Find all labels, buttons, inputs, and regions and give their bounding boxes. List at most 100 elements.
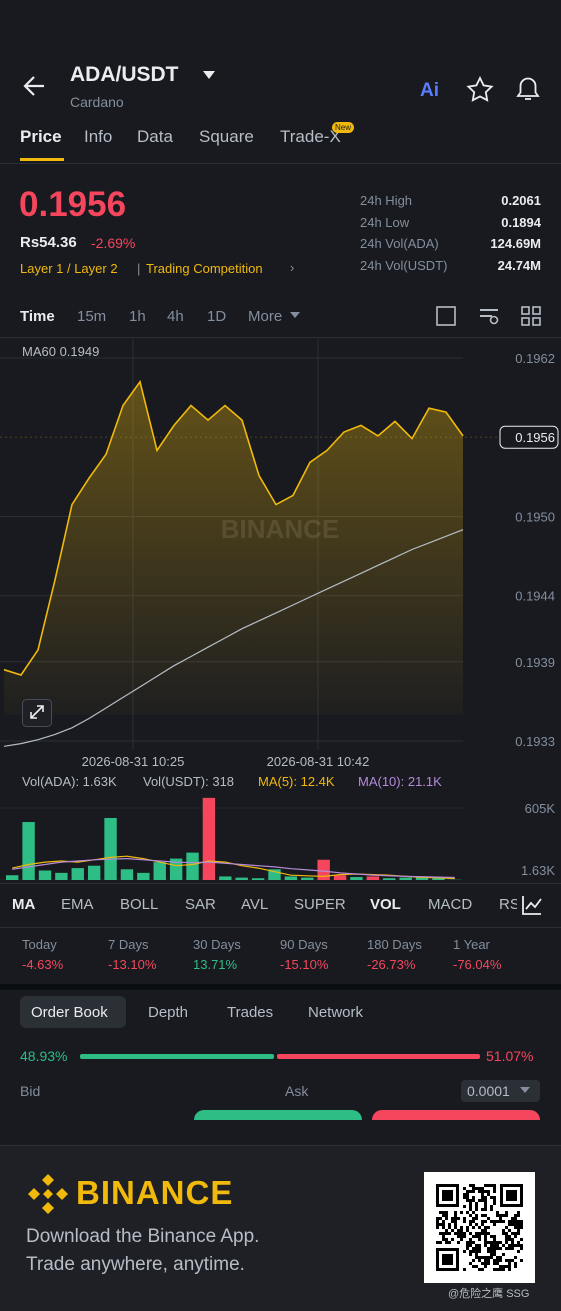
- qr-module: [514, 1244, 517, 1247]
- qr-module: [502, 1244, 505, 1247]
- qr-module: [484, 1199, 487, 1202]
- order-book-tab[interactable]: Network: [308, 1004, 363, 1021]
- period-label: 30 Days: [193, 937, 241, 952]
- favorite-icon[interactable]: [468, 78, 491, 100]
- indicator-tab[interactable]: SUPER: [294, 896, 346, 913]
- qr-module: [517, 1250, 520, 1253]
- qr-module: [454, 1217, 457, 1220]
- qr-module: [442, 1238, 445, 1241]
- qr-module: [481, 1199, 484, 1202]
- qr-module: [475, 1187, 478, 1190]
- buy-button[interactable]: [194, 1110, 362, 1120]
- qr-module: [508, 1244, 511, 1247]
- interval[interactable]: 1D: [207, 308, 226, 325]
- interval[interactable]: More: [248, 308, 282, 325]
- qr-module: [472, 1250, 475, 1253]
- order-book-tab[interactable]: Depth: [148, 1004, 188, 1021]
- qr-module: [487, 1262, 490, 1265]
- qr-module: [445, 1211, 448, 1214]
- period-value: -26.73%: [367, 957, 415, 972]
- qr-module: [469, 1253, 472, 1256]
- qr-module: [472, 1184, 475, 1187]
- qr-module: [439, 1211, 442, 1214]
- clipped-actions: [0, 1110, 561, 1120]
- order-book-tab[interactable]: Order Book: [31, 1004, 108, 1021]
- qr-module: [520, 1259, 523, 1262]
- tool-icon[interactable]: [522, 307, 529, 314]
- indicator-tab[interactable]: EMA: [61, 896, 94, 913]
- qr-module: [472, 1259, 475, 1262]
- qr-module: [508, 1238, 511, 1241]
- ai-icon[interactable]: Ai: [420, 80, 439, 101]
- tag[interactable]: Trading Competition: [146, 261, 263, 276]
- tab[interactable]: Info: [84, 127, 112, 147]
- qr-module: [466, 1196, 469, 1199]
- period-label: 7 Days: [108, 937, 148, 952]
- indicator-settings[interactable]: [521, 894, 543, 916]
- qr-module: [463, 1220, 466, 1223]
- expand-button[interactable]: [22, 699, 52, 727]
- alert-icon[interactable]: [518, 79, 538, 100]
- qr-module: [463, 1250, 466, 1253]
- ma-label: MA60 0.1949: [22, 344, 99, 359]
- qr-module: [454, 1220, 457, 1223]
- qr-module: [484, 1262, 487, 1265]
- sell-button[interactable]: [372, 1110, 540, 1120]
- qr-module: [484, 1190, 487, 1193]
- indicator-tab[interactable]: BOLL: [120, 896, 158, 913]
- qr-module: [442, 1223, 445, 1226]
- indicator-tab[interactable]: MA: [12, 896, 35, 913]
- interval[interactable]: Time: [20, 308, 55, 325]
- qr-module: [493, 1190, 496, 1193]
- stat-label: 24h Low: [360, 215, 409, 230]
- qr-module: [493, 1244, 496, 1247]
- indicator-tab[interactable]: AVL: [241, 896, 268, 913]
- qr-module: [490, 1253, 493, 1256]
- tag[interactable]: Layer 1 / Layer 2: [20, 261, 118, 276]
- interval[interactable]: 15m: [77, 308, 106, 325]
- qr-module: [506, 1190, 517, 1201]
- pair-caret[interactable]: [202, 70, 216, 80]
- tab-indicator: [20, 158, 64, 161]
- tool-icon[interactable]: [437, 307, 455, 325]
- volume-bar: [22, 822, 34, 880]
- qr-module: [496, 1220, 499, 1223]
- qr-module: [484, 1220, 487, 1223]
- interval[interactable]: 1h: [129, 308, 146, 325]
- indicator-tab[interactable]: VOL: [370, 896, 401, 913]
- qr-module: [484, 1184, 487, 1187]
- stat-label: 24h High: [360, 193, 412, 208]
- volume-bar: [350, 877, 362, 880]
- qr-module: [484, 1196, 487, 1199]
- qr-module: [478, 1226, 481, 1229]
- qr-module: [445, 1238, 448, 1241]
- last-price-label: 0.1956: [515, 430, 555, 445]
- indicator-tab[interactable]: RSI: [499, 896, 517, 913]
- order-book-tab[interactable]: Trades: [227, 1004, 273, 1021]
- qr-module: [520, 1226, 523, 1229]
- indicator-tab[interactable]: SAR: [185, 896, 216, 913]
- qr-module: [466, 1244, 469, 1247]
- indicator-tab[interactable]: MACD: [428, 896, 472, 913]
- tab[interactable]: Square: [199, 127, 254, 147]
- tab[interactable]: Price: [20, 127, 62, 147]
- qr-module: [520, 1223, 523, 1226]
- qr-module: [475, 1247, 478, 1250]
- stat-value: 0.1894: [501, 215, 541, 230]
- fiat-price: Rs54.36: [20, 234, 77, 251]
- interval[interactable]: 4h: [167, 308, 184, 325]
- qr-module: [502, 1232, 505, 1235]
- qr-module: [475, 1217, 478, 1220]
- tab[interactable]: Data: [137, 127, 173, 147]
- tool-icon: [533, 318, 540, 325]
- pair-title[interactable]: ADA/USDT: [70, 63, 179, 87]
- qr-module: [457, 1241, 460, 1244]
- back-button[interactable]: [22, 74, 48, 98]
- qr-module: [520, 1244, 523, 1247]
- qr-module: [505, 1214, 508, 1217]
- qr-module: [505, 1259, 508, 1262]
- qr-module: [469, 1241, 472, 1244]
- qr-module: [469, 1214, 472, 1217]
- tool-icon[interactable]: [480, 309, 498, 311]
- qr-module: [475, 1244, 478, 1247]
